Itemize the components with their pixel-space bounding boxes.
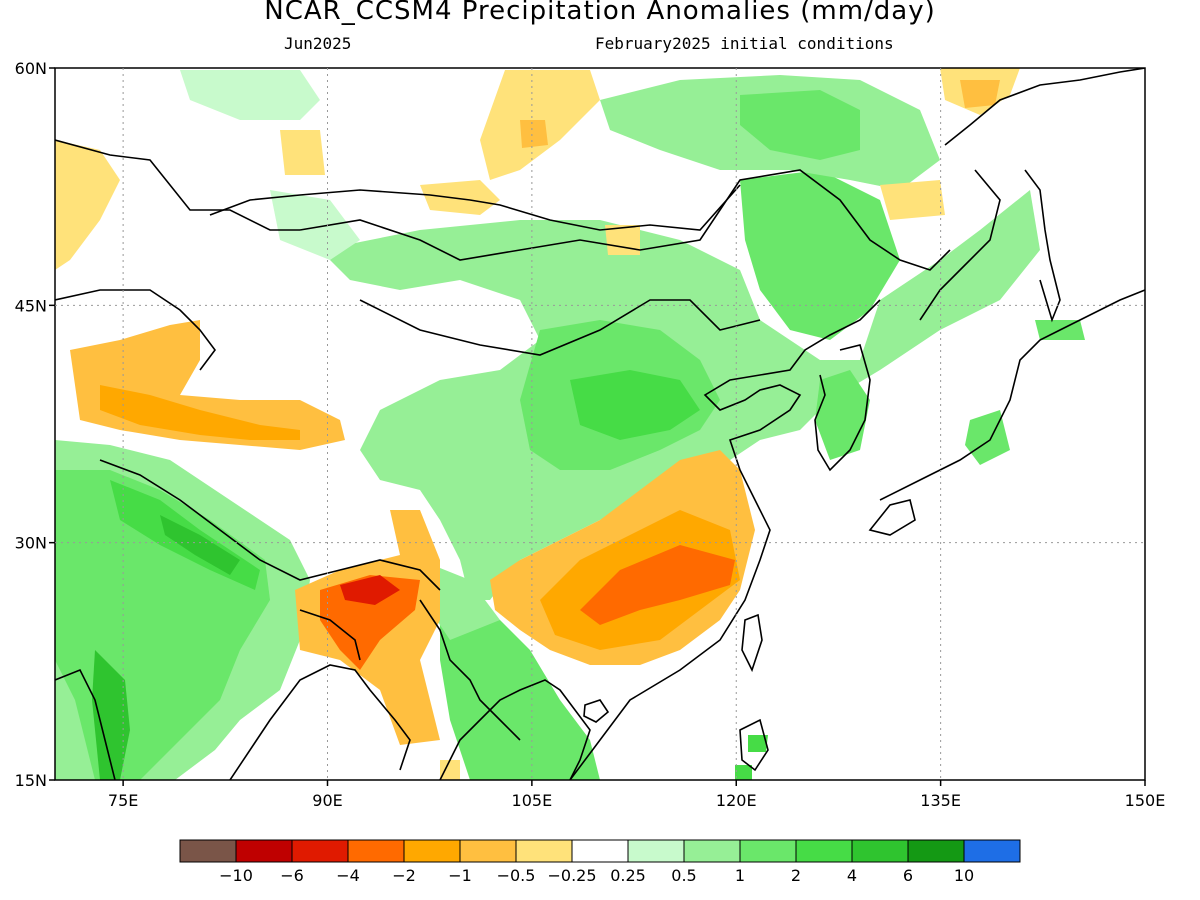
colorbar-swatch — [852, 840, 908, 862]
colorbar-swatch — [572, 840, 628, 862]
colorbar-swatch — [236, 840, 292, 862]
lat-label: 45N — [15, 296, 47, 315]
anomaly-fields — [55, 68, 1145, 780]
colorbar-swatch — [684, 840, 740, 862]
colorbar-label: 10 — [954, 866, 974, 885]
lon-label: 105E — [512, 791, 553, 810]
colorbar-swatch — [460, 840, 516, 862]
colorbar-swatch — [740, 840, 796, 862]
lon-label: 135E — [920, 791, 961, 810]
colorbar-swatch — [404, 840, 460, 862]
colorbar-label: 1 — [735, 866, 745, 885]
colorbar-label: 6 — [903, 866, 913, 885]
colorbar-swatch — [292, 840, 348, 862]
lon-label: 120E — [716, 791, 757, 810]
lat-label: 60N — [15, 59, 47, 78]
lon-label: 90E — [312, 791, 342, 810]
colorbar-swatch — [796, 840, 852, 862]
dry-region-baikal-core — [520, 120, 548, 148]
dry-region-far-east-core — [960, 80, 1000, 108]
colorbar-swatch — [516, 840, 572, 862]
colorbar-swatch — [908, 840, 964, 862]
colorbar-label: −0.5 — [497, 866, 536, 885]
colorbar-label: −6 — [280, 866, 304, 885]
colorbar-label: −0.25 — [547, 866, 596, 885]
dry-region-amur — [880, 180, 945, 220]
precipitation-map: 75E 90E 105E 120E 135E 150E 60N 45N 30N 15N −10 −6… — [0, 0, 1200, 900]
colorbar-label: 4 — [847, 866, 857, 885]
colorbar-label: −2 — [392, 866, 416, 885]
colorbar-swatch — [348, 840, 404, 862]
lat-label: 15N — [15, 771, 47, 790]
colorbar: −10 −6 −4 −2 −1 −0.5 −0.25 0.25 0.5 1 2 4 6 10 — [180, 840, 1020, 885]
wet-region-south-island — [735, 765, 752, 780]
lat-label: 30N — [15, 534, 47, 553]
colorbar-swatch — [180, 840, 236, 862]
colorbar-swatch — [628, 840, 684, 862]
dry-region-north-west-patch — [280, 130, 325, 175]
lon-label: 75E — [108, 791, 138, 810]
lon-label: 150E — [1125, 791, 1166, 810]
colorbar-label: 0.25 — [610, 866, 646, 885]
dry-region-south-tip — [440, 760, 460, 780]
colorbar-swatch — [964, 840, 1020, 862]
colorbar-label: 2 — [791, 866, 801, 885]
colorbar-label: −4 — [336, 866, 360, 885]
colorbar-label: 0.5 — [671, 866, 696, 885]
colorbar-label: −1 — [448, 866, 472, 885]
colorbar-label: −10 — [219, 866, 253, 885]
